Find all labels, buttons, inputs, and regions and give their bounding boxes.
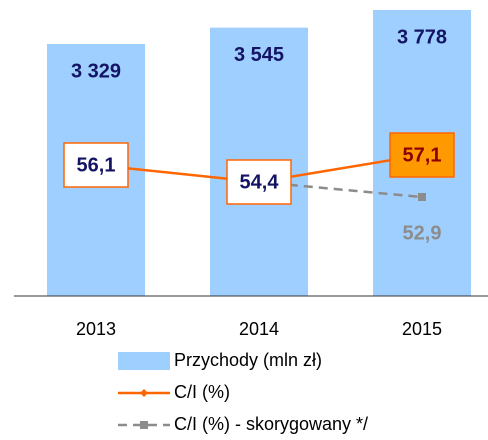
x-tick-label: 2015 <box>402 319 442 339</box>
bar-value-label: 3 545 <box>234 44 284 66</box>
line-value-label: 52,9 <box>403 222 442 244</box>
legend-swatch <box>118 352 170 370</box>
value-label-box <box>63 142 129 188</box>
line-value-label: 57,1 <box>403 144 442 166</box>
legend-marker <box>140 421 148 429</box>
line-value-label: 54,4 <box>240 171 280 193</box>
bar-value-label: 3 778 <box>397 26 447 48</box>
value-label-box <box>389 132 455 178</box>
legend-label: Przychody (mln zł) <box>174 350 322 370</box>
line-marker <box>418 193 426 201</box>
legend-label: C/I (%) <box>174 382 230 402</box>
line-value-label: 56,1 <box>77 154 116 176</box>
legend-marker <box>140 389 148 397</box>
value-label-box <box>226 159 292 205</box>
bar-value-label: 3 329 <box>71 60 121 82</box>
x-tick-label: 2013 <box>76 319 116 339</box>
legend-label: C/I (%) - skorygowany */ <box>174 414 368 434</box>
x-tick-label: 2014 <box>239 319 279 339</box>
line <box>258 180 423 199</box>
